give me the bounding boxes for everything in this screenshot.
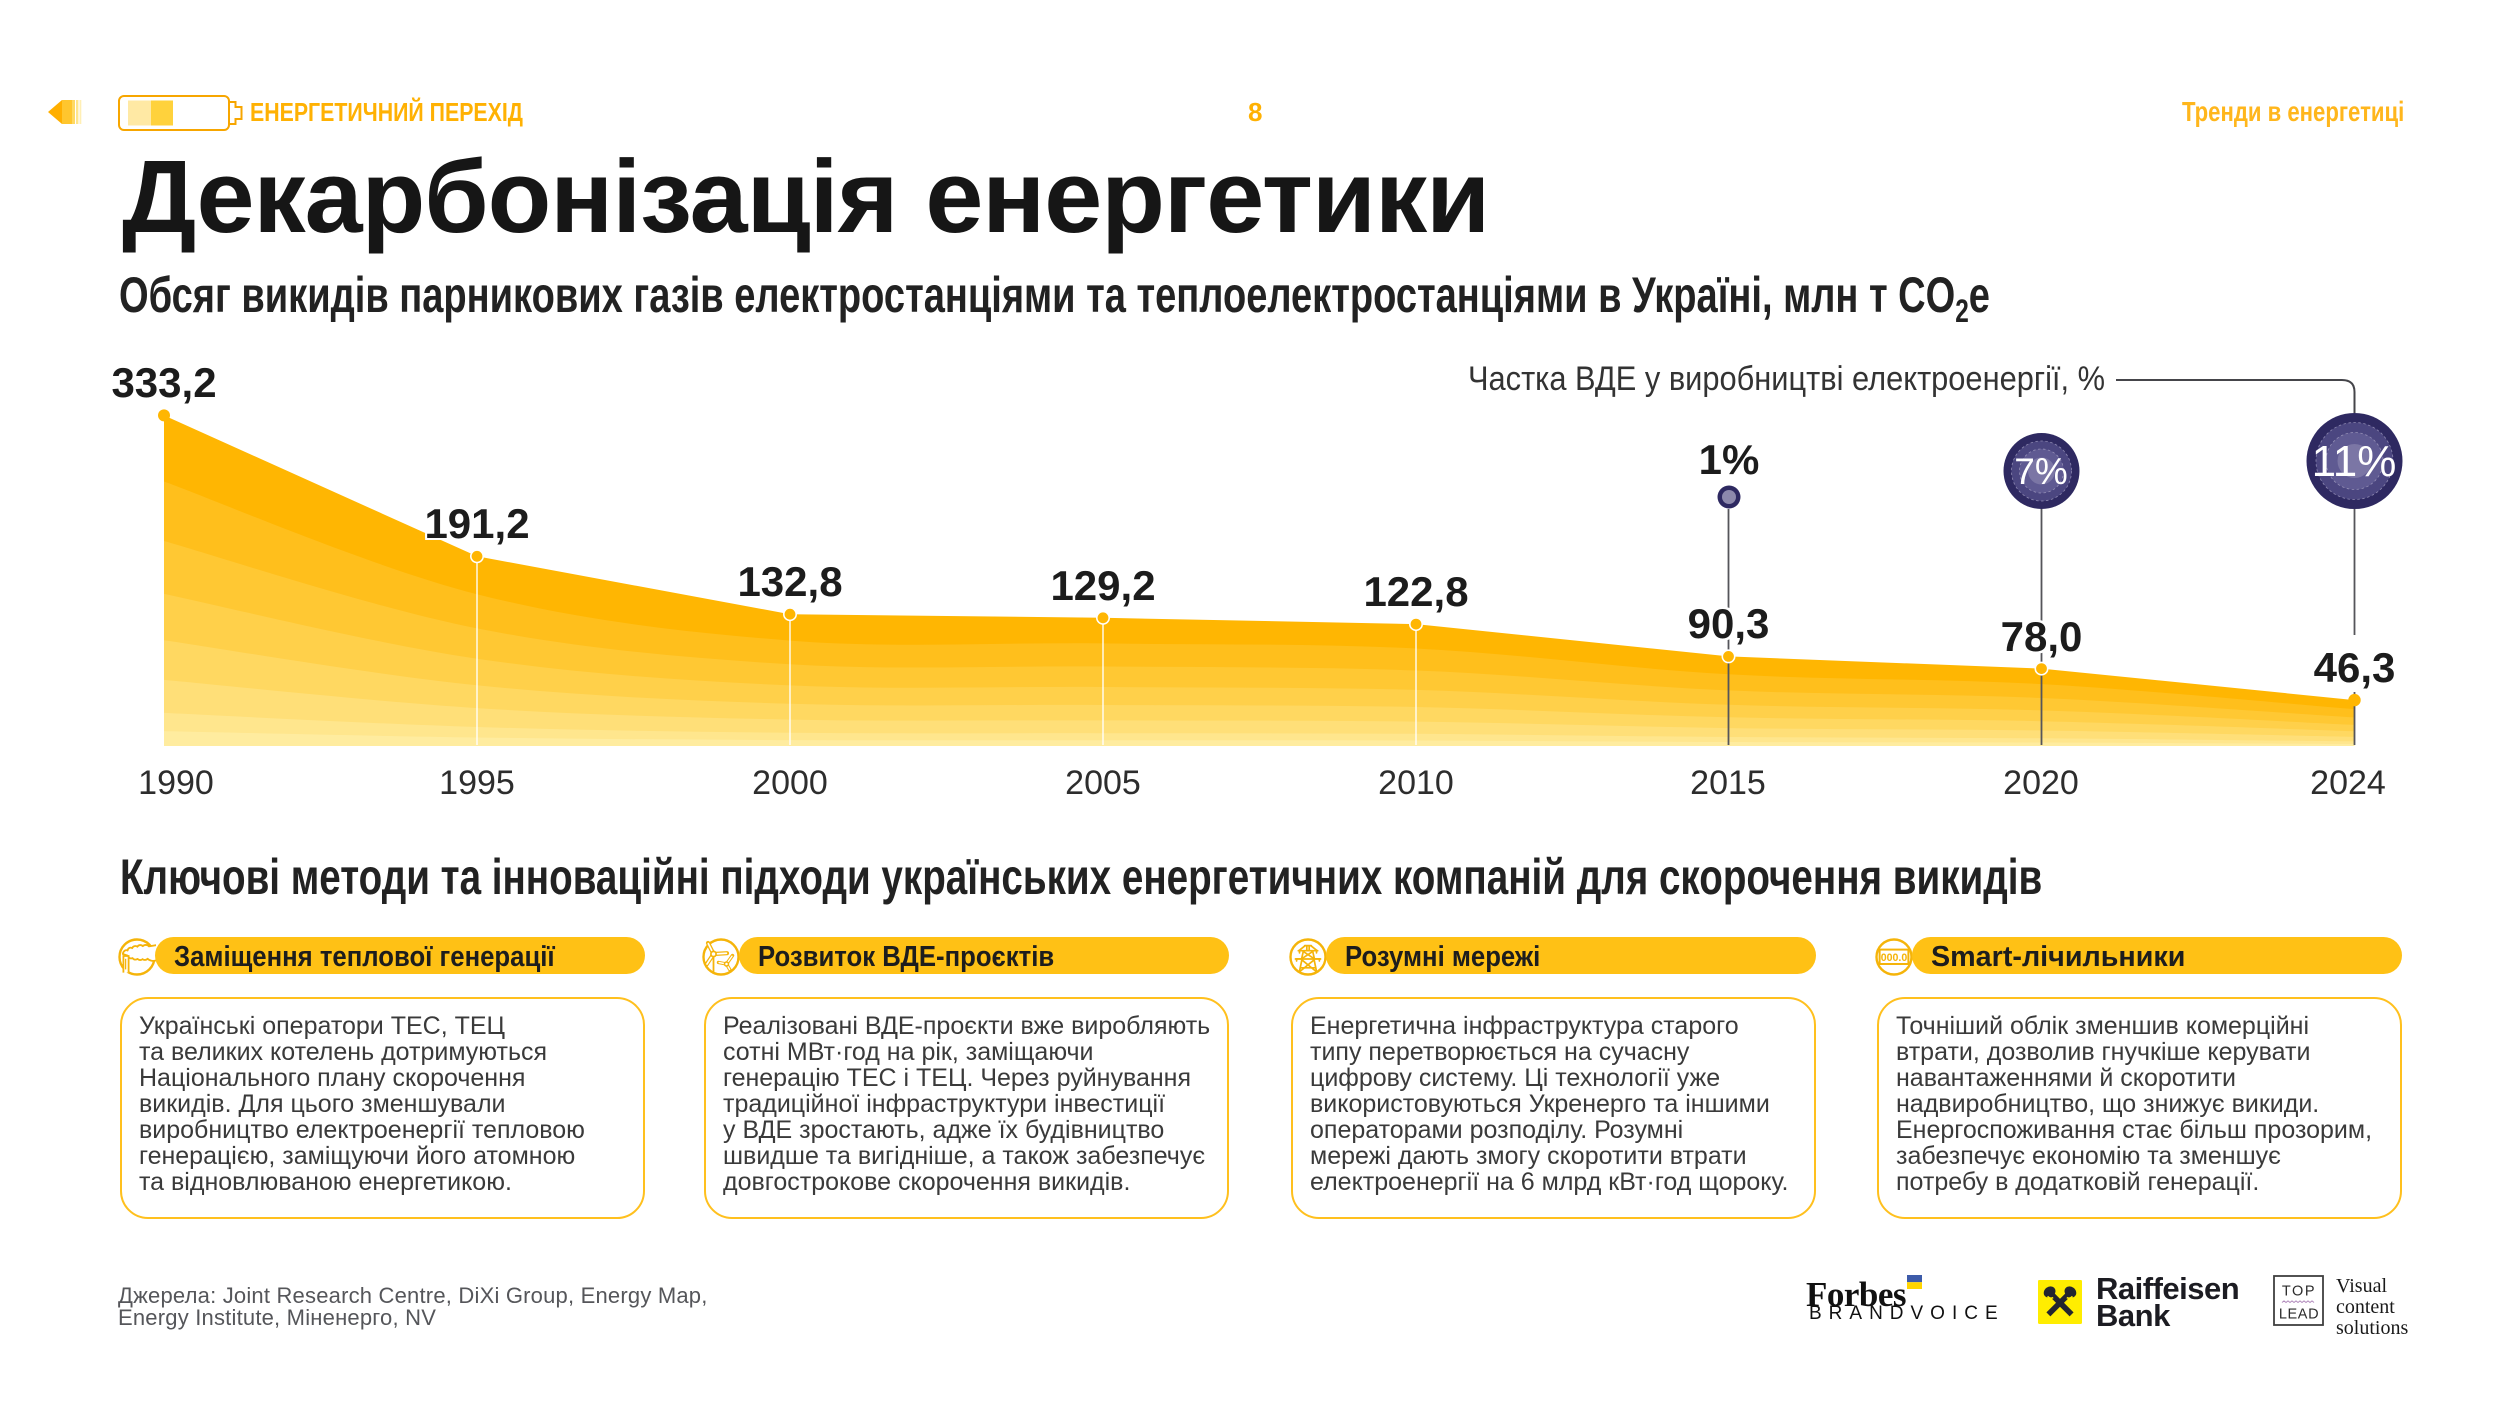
- svg-text:000.0: 000.0: [1880, 951, 1907, 963]
- svg-text:TOP: TOP: [2282, 1284, 2316, 1300]
- svg-text:LEAD: LEAD: [2279, 1307, 2319, 1323]
